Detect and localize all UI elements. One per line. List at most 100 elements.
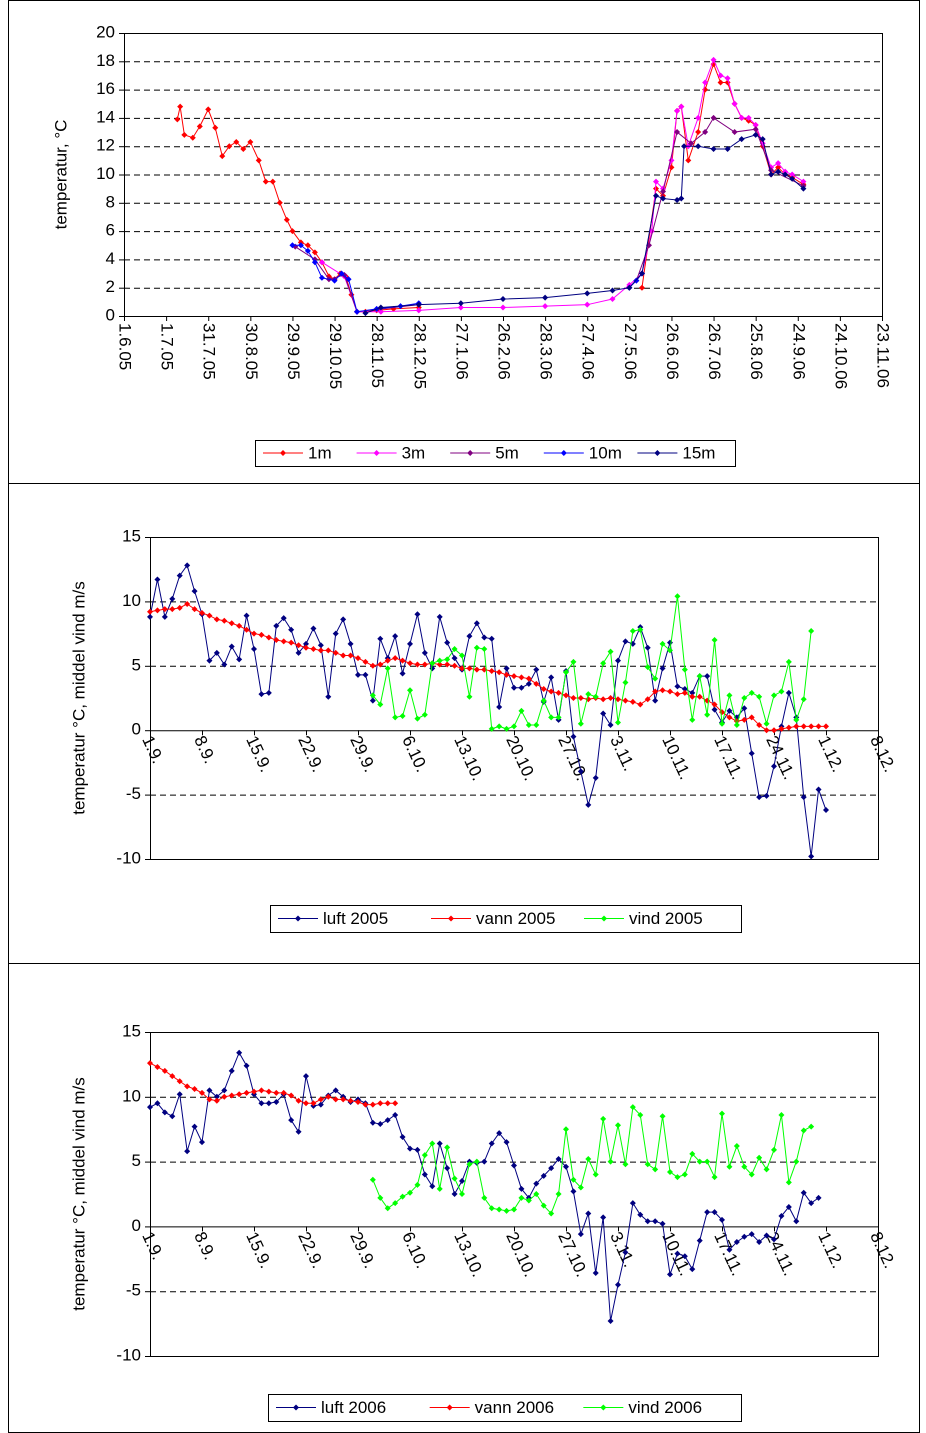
data-point [154,1063,161,1070]
series-line [149,1062,396,1106]
data-point [689,689,696,696]
data-point [384,657,391,664]
data-point [414,1181,421,1188]
y-tick-label: 12 [96,136,115,155]
data-point [685,157,692,164]
x-tick-label: 30.8.05 [242,323,261,380]
data-point [213,1093,220,1100]
data-point [659,640,666,647]
data-point [436,657,443,664]
data-point [500,304,506,311]
data-point [800,1189,807,1196]
y-tick-label: -5 [126,1281,141,1300]
data-point [733,1143,740,1150]
data-point [451,1175,458,1182]
data-point [752,131,759,138]
data-point [577,768,584,775]
data-point [212,124,219,131]
data-point [748,1171,755,1178]
data-point [191,588,198,595]
data-point [347,652,354,659]
data-point [295,1097,302,1104]
data-point [247,138,254,145]
data-point [273,1089,280,1096]
data-point [592,1270,599,1277]
x-tick-label: 29.10.05 [326,323,345,389]
data-point [695,114,702,121]
data-point [147,608,153,615]
data-point [414,1146,421,1153]
legend-label: 5m [495,443,519,462]
data-point [297,242,304,249]
data-point [570,695,577,701]
data-point [511,684,517,691]
data-point [184,1083,191,1090]
data-point [678,195,685,202]
data-point [362,1101,369,1108]
data-point [738,114,745,121]
data-point [436,1140,443,1147]
data-point [255,157,262,164]
data-point [667,1168,673,1175]
data-point [265,634,272,641]
data-point [681,666,688,673]
data-point [429,1140,436,1147]
data-point [317,642,324,649]
data-point [377,1100,384,1107]
data-point [548,714,555,721]
data-point [659,1113,666,1120]
data-point [219,153,226,160]
data-point [778,1111,785,1118]
data-point [704,1158,711,1165]
data-point [392,1100,399,1107]
data-point [221,661,228,668]
y-tick-label: 0 [132,1216,141,1235]
data-point [421,1152,428,1159]
data-point [815,723,822,730]
data-point [221,1093,228,1100]
data-point [265,689,272,696]
x-tick-label: 1.7.05 [158,323,177,370]
data-point [169,606,176,613]
data-point [759,136,766,143]
y-axis-label: temperatur °C, middel vind m/s [69,1077,88,1311]
data-point [184,562,191,569]
data-point [600,1115,607,1122]
data-point [251,630,257,637]
data-point [626,284,633,291]
data-point [289,228,296,235]
data-point [533,1180,540,1187]
x-tick-label: 24.9.06 [789,323,808,380]
data-point [771,727,777,734]
data-point [289,242,296,249]
data-point [340,1096,347,1103]
data-point [243,626,250,633]
data-point [354,308,361,315]
data-point [258,1100,265,1107]
data-point [377,308,384,315]
data-point [600,710,607,717]
data-point [221,617,228,624]
data-point [674,691,681,698]
legend-marker [654,450,661,456]
data-point [511,1206,517,1213]
data-point [615,696,621,703]
data-point [741,695,748,701]
data-point [533,680,540,687]
data-point [317,1101,324,1108]
data-point [644,696,651,703]
data-point [785,658,792,665]
data-point [481,646,488,653]
data-point [688,140,695,147]
y-tick-label: 6 [106,221,115,240]
legend-label: 1m [308,443,332,462]
data-point [563,669,569,676]
data-point [711,701,718,708]
data-point [808,1200,815,1207]
data-point [283,216,290,223]
data-point [808,1123,815,1130]
data-point [304,242,311,249]
data-point [548,688,555,695]
data-point [525,675,532,682]
data-point [652,688,659,695]
